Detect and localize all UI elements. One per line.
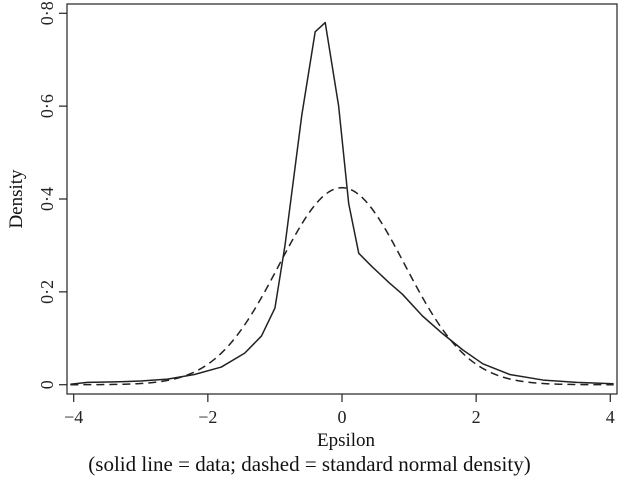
y-axis: 0 0·2 0·4 0·6 0·8: [37, 1, 67, 389]
y-tick-label: 0·2: [37, 280, 57, 304]
x-tick-label: −2: [198, 407, 217, 427]
density-chart: −4 −2 0 2 4 0 0·2 0·4 0·6 0·8 Epsilon Density: [6, 1, 618, 450]
x-tick-label: 0: [338, 407, 347, 427]
y-tick-label: 0: [37, 380, 57, 389]
x-axis-title: Epsilon: [317, 430, 376, 450]
y-axis-title: Density: [6, 169, 27, 229]
plot-frame: [66, 3, 618, 395]
dashed-normal-density-line: [70, 186, 614, 386]
x-tick-label: −4: [64, 407, 83, 427]
y-tick-label: 0·6: [37, 94, 57, 118]
x-tick-label: 2: [472, 407, 481, 427]
y-tick-label: 0·8: [37, 1, 57, 25]
chart-caption: (solid line = data; dashed = standard no…: [88, 452, 531, 476]
solid-data-density-line: [70, 21, 614, 385]
x-axis: −4 −2 0 2 4: [64, 394, 615, 427]
y-tick-label: 0·4: [37, 187, 57, 211]
x-tick-label: 4: [606, 407, 615, 427]
series-layer: [70, 21, 614, 386]
